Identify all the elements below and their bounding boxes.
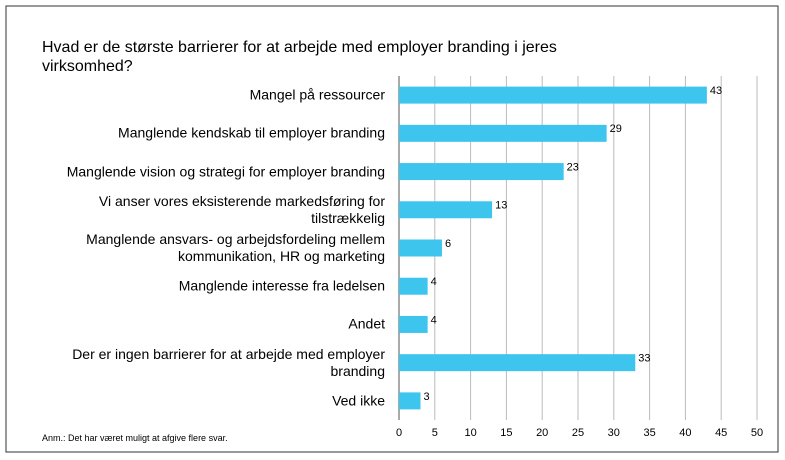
x-tick-label: 50 bbox=[751, 427, 763, 439]
category-label: Manglende ansvars- og arbejdsfordeling m… bbox=[86, 231, 385, 264]
bar bbox=[399, 124, 607, 142]
x-tick-label: 20 bbox=[536, 427, 548, 439]
bar bbox=[399, 163, 564, 181]
frame bbox=[5, 5, 779, 453]
x-tick-label: 25 bbox=[572, 427, 584, 439]
category-label: Ved ikke bbox=[332, 392, 385, 409]
category-label: Vi anser vores eksisterende markedsførin… bbox=[98, 192, 385, 226]
category-label: Mangel på ressourcer bbox=[249, 86, 385, 103]
category-label: Manglende vision og strategi for employe… bbox=[66, 163, 385, 180]
value-label: 43 bbox=[710, 85, 722, 97]
category-label: Der er ingen barrierer for at arbejde me… bbox=[72, 345, 385, 379]
value-label: 6 bbox=[445, 238, 451, 250]
x-tick-label: 5 bbox=[432, 427, 438, 439]
bar bbox=[399, 277, 428, 295]
x-tick-label: 10 bbox=[464, 427, 476, 439]
value-label: 23 bbox=[567, 161, 579, 173]
x-tick-label: 0 bbox=[396, 427, 402, 439]
footnote: Anm.: Det har været muligt at afgive fle… bbox=[42, 433, 228, 443]
category-label: Manglende kendskab til employer branding bbox=[118, 124, 385, 141]
bar bbox=[399, 86, 707, 104]
value-label: 13 bbox=[495, 200, 507, 212]
bar bbox=[399, 392, 421, 410]
x-tick-label: 15 bbox=[500, 427, 512, 439]
x-tick-label: 35 bbox=[643, 427, 655, 439]
value-label: 4 bbox=[431, 276, 437, 288]
bar bbox=[399, 201, 493, 219]
value-label: 3 bbox=[423, 391, 429, 403]
x-tick-label: 30 bbox=[608, 427, 620, 439]
x-tick-label: 45 bbox=[715, 427, 727, 439]
bar bbox=[399, 354, 636, 372]
category-label: Manglende interesse fra ledelsen bbox=[178, 277, 385, 294]
chart-title: Hvad er de største barrierer for at arbe… bbox=[42, 39, 557, 75]
bar bbox=[399, 315, 428, 333]
x-tick-label: 40 bbox=[679, 427, 691, 439]
bar bbox=[399, 239, 442, 257]
value-label: 29 bbox=[610, 123, 622, 135]
category-label: Andet bbox=[348, 315, 385, 332]
value-label: 33 bbox=[638, 353, 650, 365]
value-label: 4 bbox=[431, 314, 437, 326]
